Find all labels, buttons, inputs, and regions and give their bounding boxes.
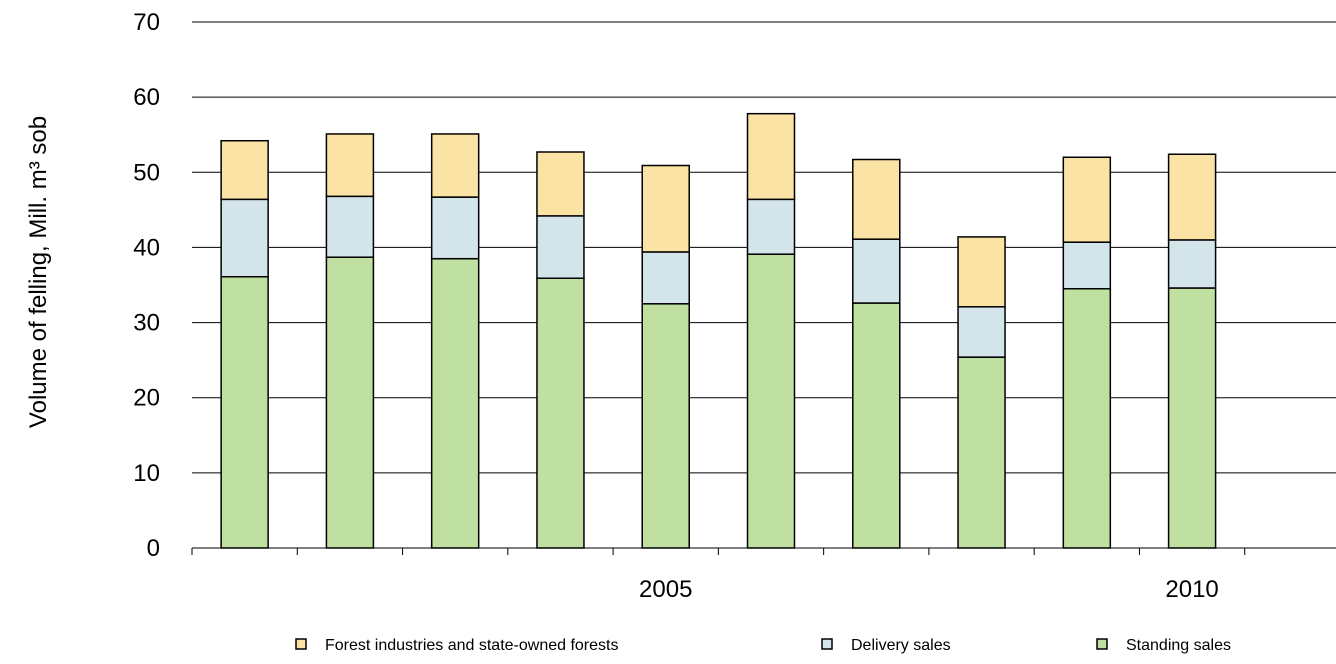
legend-label: Standing sales: [1126, 637, 1231, 654]
legend-swatch: [821, 638, 833, 650]
y-axis-ticks: 0 10 20 30 40 50 60 70: [133, 9, 160, 562]
bar-segment-forest-industries-and-state-owned-forests: [430, 133, 480, 198]
bars: [220, 112, 1217, 549]
bar-segment-standing-sales: [746, 253, 796, 549]
bar-segment-forest-industries-and-state-owned-forests: [220, 139, 269, 201]
y-tick-label: 0: [147, 535, 160, 562]
y-tick-label: 50: [133, 159, 160, 186]
legend-item: Standing sales: [1096, 637, 1231, 654]
bar-segment-forest-industries-and-state-owned-forests: [957, 236, 1006, 308]
x-tick-label: 2005: [639, 576, 692, 603]
bar-segment-delivery-sales: [536, 215, 585, 279]
bar-segment-forest-industries-and-state-owned-forests: [536, 151, 585, 217]
legend: Forest industries and state-owned forest…: [295, 637, 1231, 654]
y-tick-label: 60: [133, 84, 160, 111]
bar-segment-standing-sales: [1167, 287, 1217, 549]
legend-label: Delivery sales: [851, 637, 951, 654]
bar-segment-standing-sales: [325, 256, 375, 549]
bar-segment-forest-industries-and-state-owned-forests: [746, 112, 796, 201]
bar-segment-standing-sales: [1062, 288, 1112, 549]
bar-segment-delivery-sales: [1062, 241, 1112, 290]
y-tick-label: 70: [133, 9, 160, 36]
legend-item: Delivery sales: [821, 637, 951, 654]
legend-swatch: [1096, 638, 1108, 650]
y-tick-label: 30: [133, 310, 160, 337]
y-tick-label: 40: [133, 234, 160, 261]
bar-segment-standing-sales: [430, 257, 480, 549]
bar-segment-standing-sales: [536, 277, 585, 549]
bar-segment-forest-industries-and-state-owned-forests: [1167, 153, 1217, 241]
bar-segment-standing-sales: [957, 356, 1006, 549]
bar-segment-standing-sales: [852, 302, 901, 549]
bar-segment-delivery-sales: [220, 198, 269, 278]
bar-segment-delivery-sales: [852, 238, 901, 304]
y-tick-label: 20: [133, 385, 160, 412]
x-axis-ticks: 2005 2010: [639, 576, 1219, 603]
x-axis: [191, 547, 1336, 555]
y-axis-title: Volume of felling, Mill. m³ sob: [25, 116, 52, 428]
bar-segment-delivery-sales: [957, 306, 1006, 358]
bar-segment-delivery-sales: [641, 251, 690, 305]
x-tick-label: 2010: [1165, 576, 1218, 603]
bar-segment-delivery-sales: [325, 195, 375, 258]
bar-segment-forest-industries-and-state-owned-forests: [325, 133, 375, 198]
bar-segment-standing-sales: [641, 303, 690, 549]
bar-segment-forest-industries-and-state-owned-forests: [852, 158, 901, 240]
y-tick-label: 10: [133, 460, 160, 487]
bar-segment-delivery-sales: [746, 198, 796, 255]
legend-label: Forest industries and state-owned forest…: [325, 637, 618, 654]
bar-segment-standing-sales: [220, 275, 269, 549]
legend-swatch: [295, 638, 307, 650]
bar-segment-forest-industries-and-state-owned-forests: [1062, 156, 1112, 243]
bar-segment-forest-industries-and-state-owned-forests: [641, 164, 690, 253]
legend-item: Forest industries and state-owned forest…: [295, 637, 618, 654]
bar-segment-delivery-sales: [430, 196, 480, 260]
bar-segment-delivery-sales: [1167, 239, 1217, 289]
